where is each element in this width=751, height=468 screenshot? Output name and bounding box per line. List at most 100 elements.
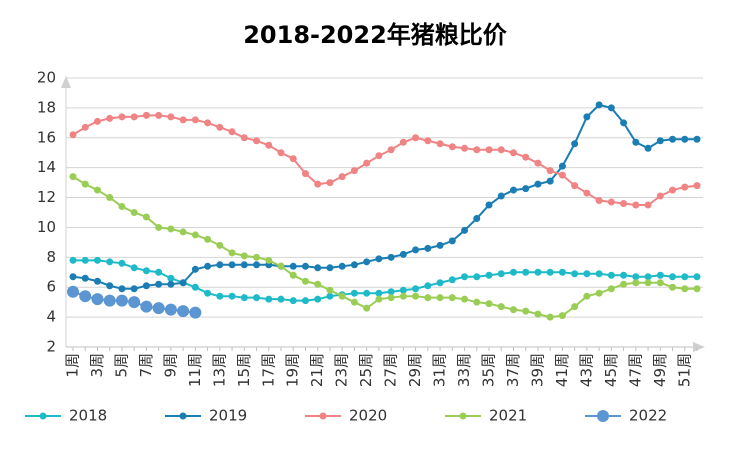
point: [412, 292, 420, 300]
point: [314, 280, 322, 288]
x-tick-label: 25周: [357, 353, 375, 387]
x-tick-label: 15周: [235, 353, 253, 387]
x-tick-label: 21周: [308, 353, 326, 387]
legend-label: 2021: [489, 407, 527, 425]
point: [228, 128, 236, 136]
legend-label: 2018: [69, 407, 107, 425]
point: [693, 182, 701, 190]
point: [473, 146, 481, 154]
point: [656, 137, 664, 145]
y-tick-label: 20: [37, 69, 56, 87]
x-tick-label: 11周: [186, 353, 204, 387]
point: [485, 201, 493, 209]
point: [669, 273, 677, 281]
point: [106, 114, 114, 122]
point: [130, 264, 138, 272]
point: [142, 213, 150, 221]
point: [436, 279, 444, 287]
point: [289, 297, 297, 305]
point: [81, 123, 89, 131]
x-tick-label: 3周: [88, 353, 106, 378]
point: [632, 279, 640, 287]
legend-label: 2022: [629, 407, 667, 425]
point: [179, 116, 187, 124]
point: [314, 180, 322, 188]
point: [81, 256, 89, 264]
point: [167, 274, 175, 282]
point: [583, 113, 591, 121]
point: [155, 268, 163, 276]
point: [167, 280, 175, 288]
point: [69, 131, 77, 139]
point: [424, 282, 432, 290]
point: [436, 294, 444, 302]
point: [399, 250, 407, 258]
point: [338, 262, 346, 270]
x-tick-label: 37周: [504, 353, 522, 387]
point: [130, 209, 138, 216]
point: [67, 285, 79, 298]
point: [363, 289, 371, 297]
point: [387, 253, 395, 261]
point: [558, 312, 566, 320]
point: [363, 159, 371, 167]
x-tick-label: 29周: [406, 353, 424, 387]
point: [265, 256, 273, 264]
x-tick-label: 13周: [210, 353, 228, 387]
point: [115, 294, 128, 307]
point: [326, 286, 334, 294]
point: [522, 307, 530, 315]
point: [191, 283, 199, 291]
x-tick-label: 27周: [382, 353, 400, 387]
y-axis-arrow: [61, 76, 71, 88]
point: [81, 274, 89, 282]
point: [179, 279, 187, 287]
point: [240, 134, 248, 142]
point: [485, 271, 493, 279]
point: [583, 189, 591, 197]
series-line: [72, 103, 697, 290]
legend-marker: [179, 412, 187, 420]
point: [253, 294, 261, 302]
point: [350, 261, 358, 269]
point: [571, 270, 579, 278]
x-tick-label: 45周: [602, 353, 620, 387]
point: [240, 252, 248, 260]
x-tick-label: 33周: [455, 353, 473, 387]
point: [375, 295, 383, 303]
point: [656, 192, 664, 200]
point: [265, 295, 273, 303]
point: [497, 146, 505, 154]
point: [522, 185, 530, 193]
point: [534, 268, 542, 276]
point: [656, 271, 664, 279]
point: [558, 162, 566, 170]
point: [167, 113, 175, 121]
point: [461, 273, 469, 281]
point: [620, 119, 628, 127]
point: [253, 253, 261, 261]
x-tick-label: 17周: [259, 353, 277, 387]
series-line: [72, 175, 697, 319]
point: [301, 262, 309, 270]
point: [448, 143, 456, 151]
point: [350, 289, 358, 297]
y-tick-label: 14: [37, 158, 56, 176]
point: [338, 173, 346, 181]
point: [69, 173, 77, 181]
point: [412, 134, 420, 142]
y-tick-label: 18: [37, 98, 56, 116]
point: [693, 285, 701, 293]
x-tick-label: 51周: [675, 353, 693, 387]
point: [363, 304, 371, 312]
point: [253, 261, 261, 269]
point: [485, 300, 493, 308]
point: [118, 113, 126, 121]
point: [216, 261, 224, 269]
point: [546, 177, 554, 185]
point: [106, 282, 114, 290]
point: [191, 231, 199, 239]
point: [644, 144, 652, 152]
point: [228, 292, 236, 300]
